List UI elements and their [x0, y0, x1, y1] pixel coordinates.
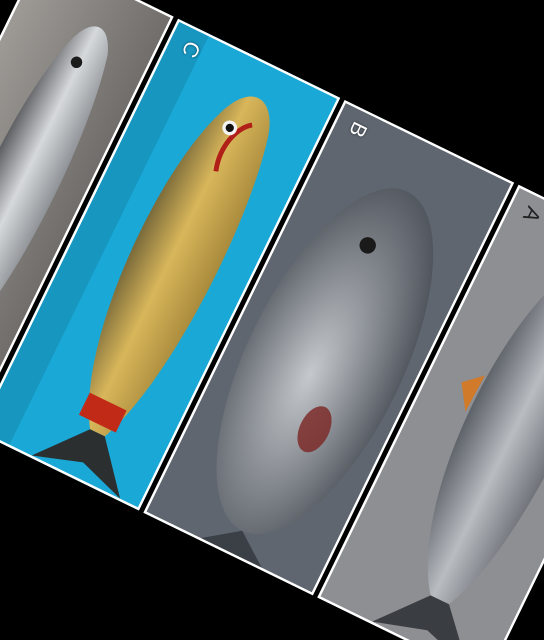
panel-b-photo	[146, 99, 515, 595]
panel-c: C	[0, 18, 341, 511]
panel-d-photo	[0, 0, 174, 429]
panel-d: D	[0, 0, 174, 430]
panel-a-photo	[320, 184, 544, 640]
panel-c-photo	[0, 18, 341, 510]
panel-a: A	[317, 184, 544, 640]
panel-b: B	[143, 99, 515, 596]
